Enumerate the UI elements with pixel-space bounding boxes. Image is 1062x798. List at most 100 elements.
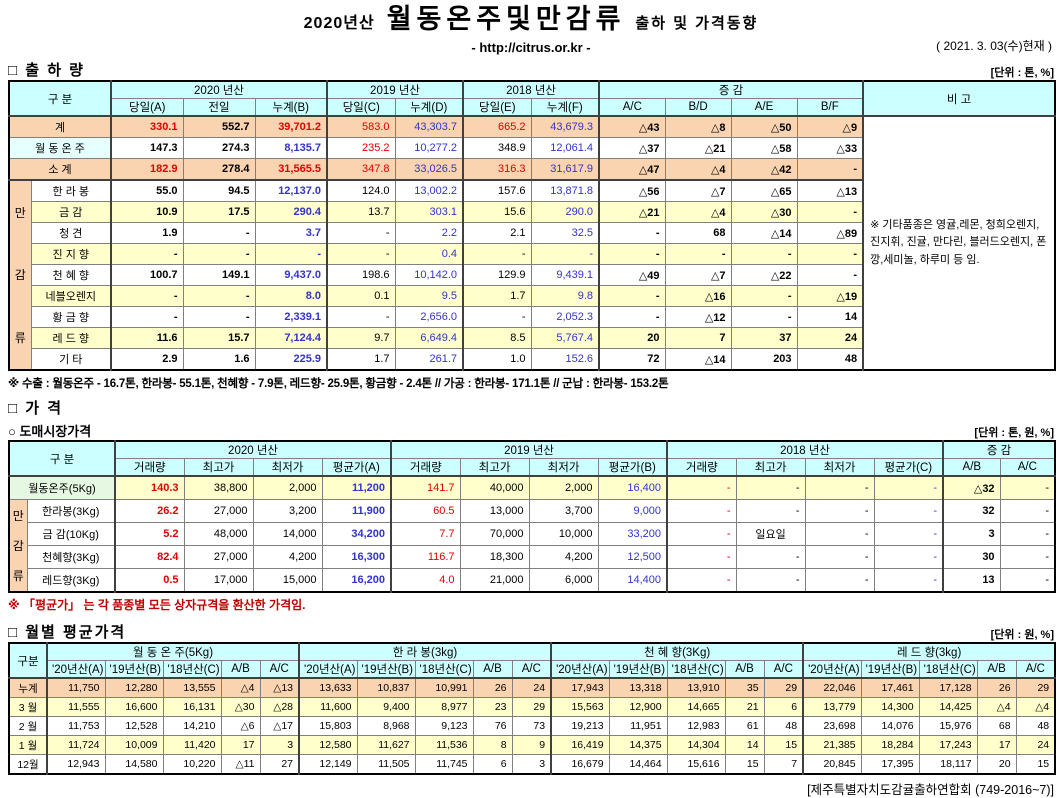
data-cell: 16,200 [321, 568, 392, 593]
column-header: 최고가 [459, 458, 530, 477]
data-cell: 1.7 [326, 348, 396, 371]
data-cell: 10,009 [104, 735, 164, 755]
data-cell: 12,137.0 [254, 179, 328, 202]
data-cell: 94.5 [182, 179, 256, 202]
data-cell: 55.0 [110, 179, 184, 202]
data-cell: 20,845 [802, 754, 862, 775]
row-label: 한 라 봉 [30, 179, 112, 202]
data-cell: 26.2 [114, 499, 185, 523]
data-cell: 348.9 [462, 137, 532, 159]
data-cell: 10,220 [162, 754, 222, 775]
data-cell: 24 [796, 327, 864, 349]
data-cell: 24 [511, 677, 552, 698]
data-cell: 11,951 [608, 716, 668, 736]
header-year-2019: 2019 년산 [390, 440, 668, 459]
data-cell: 15,563 [550, 697, 610, 717]
data-cell: 0.1 [326, 285, 396, 307]
data-cell: 11,753 [46, 716, 106, 736]
data-cell: 21 [724, 697, 765, 717]
header-remark: 비 고 [862, 80, 1056, 117]
data-cell: 18,117 [918, 754, 978, 775]
column-header: 최저가 [528, 458, 599, 477]
table-row: 계 330.1 552.7 39,701.2 583.0 43,303.7 665.2 43,… [8, 115, 1056, 371]
data-cell: 72 [598, 348, 666, 371]
row-label: 1 월 [8, 735, 48, 755]
data-cell: 4.0 [390, 568, 461, 593]
data-cell: △22 [730, 264, 798, 286]
row-label: 기 타 [30, 348, 112, 371]
data-cell: 26 [472, 677, 513, 698]
data-cell: 34,200 [321, 522, 392, 546]
data-cell: 2,656.0 [394, 306, 464, 328]
column-header: A/C [511, 660, 552, 679]
data-cell: 14,464 [608, 754, 668, 775]
table-row: 네블오렌지 - -8.0 0.1 9.5 1.7 9.8- △16- △19 [9, 285, 1055, 307]
data-cell: △30 [730, 201, 798, 223]
column-header: '20년산(A) [802, 660, 862, 679]
data-cell: 10,837 [356, 677, 416, 698]
column-header: '20년산(A) [46, 660, 106, 679]
data-cell: 316.3 [462, 158, 532, 181]
column-header: '20년산(A) [298, 660, 358, 679]
data-cell: 30 [942, 545, 1001, 569]
header-row: 당일(A) 전일 누계(B) 당일(C) 누계(D) 당일(E) 누계(F) A/C B/D A/… [9, 98, 1055, 117]
website-url: - http://citrus.or.kr - [471, 40, 591, 55]
data-cell: 15,976 [918, 716, 978, 736]
data-cell: 7 [763, 754, 804, 775]
price-section-header: □ 가 격 [8, 397, 1054, 418]
data-cell: 9,437.0 [254, 264, 328, 286]
data-cell: △14 [730, 222, 798, 244]
table-row: 천 혜 향 100.7 149.1 9,437.0 198.6 10,142.0 129.9… [9, 264, 1055, 286]
data-cell: 17,395 [860, 754, 920, 775]
data-cell: 33,200 [597, 522, 668, 546]
data-cell: 16,300 [321, 545, 392, 569]
data-cell: 15 [724, 754, 765, 775]
data-cell: △4 [1015, 697, 1056, 717]
data-cell: 5.2 [114, 522, 185, 546]
column-header: A/C [598, 98, 666, 117]
data-cell: 182.9 [110, 158, 184, 181]
data-cell: 15 [1015, 754, 1056, 775]
data-cell: 13,555 [162, 677, 222, 698]
data-cell: - [804, 522, 875, 546]
data-cell: 552.7 [182, 115, 256, 138]
data-cell: 9 [511, 735, 552, 755]
data-cell: - [182, 243, 256, 265]
price-unit-label: [단위 : 톤, 원, %] [974, 427, 1054, 439]
data-cell: 12,580 [298, 735, 358, 755]
data-cell: - [796, 243, 864, 265]
data-cell: 3.7 [254, 222, 328, 244]
data-cell: 17.5 [182, 201, 256, 223]
row-label: 누계 [8, 677, 48, 698]
data-cell: 21,000 [459, 568, 530, 593]
header-row: '20년산(A) '19년산(B) '18년산(C) A/B A/C '20년산(A) '1… [9, 660, 1056, 679]
data-cell: △7 [664, 264, 732, 286]
data-cell: △4 [664, 201, 732, 223]
data-cell: 583.0 [326, 115, 396, 138]
data-cell: 26 [976, 677, 1017, 698]
data-cell: - [462, 306, 532, 328]
data-cell: △28 [259, 697, 300, 717]
row-label: 계 [8, 115, 112, 138]
data-cell: - [666, 475, 737, 500]
data-cell: △50 [730, 115, 798, 138]
column-header: 전일 [182, 98, 256, 117]
data-cell: 3 [511, 754, 552, 775]
data-cell: 4,200 [528, 545, 599, 569]
column-header: 평균가(C) [873, 458, 944, 477]
table-row: 청 견 1.9-3.7-2.2 2.1 32.5-68 △14 △89 [9, 222, 1055, 244]
data-cell: 11.6 [110, 327, 184, 349]
data-cell: 12,983 [666, 716, 726, 736]
data-cell: 82.4 [114, 545, 185, 569]
data-cell: 8,968 [356, 716, 416, 736]
data-cell: 3,200 [252, 499, 323, 523]
data-cell: 48 [1015, 716, 1056, 736]
column-header: 최고가 [183, 458, 254, 477]
data-cell: 7.7 [390, 522, 461, 546]
data-cell: - [873, 522, 944, 546]
data-cell: - [110, 285, 184, 307]
shipment-section-title: □ 출 하 량 [8, 62, 85, 79]
